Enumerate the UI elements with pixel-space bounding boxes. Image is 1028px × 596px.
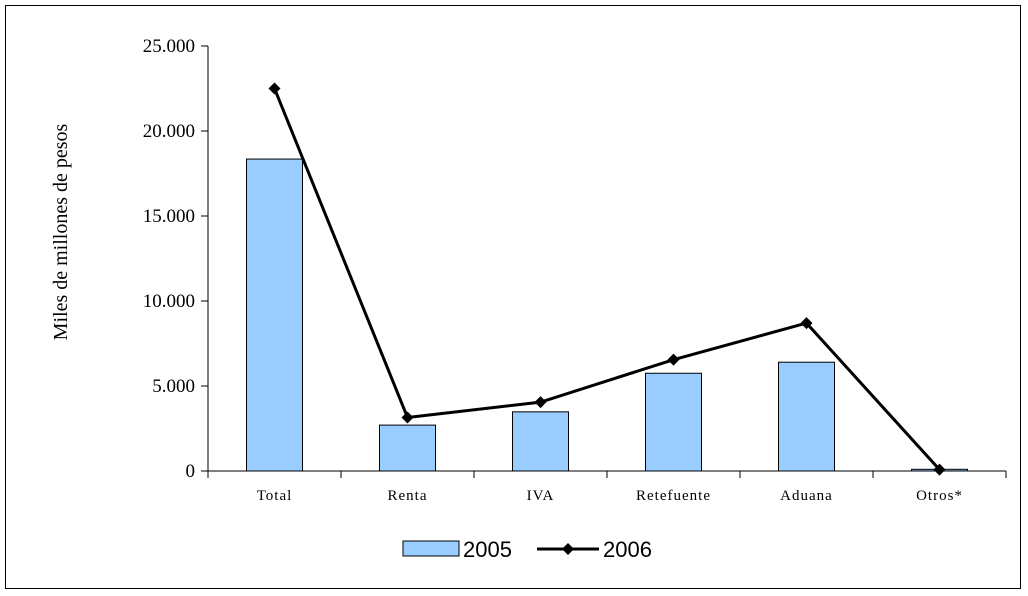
- x-category-label: Otros*: [916, 488, 963, 504]
- bar-2005: [512, 411, 569, 472]
- x-category-label: IVA: [527, 488, 555, 504]
- x-category-label: Renta: [388, 488, 428, 504]
- marker-2006: [800, 317, 813, 330]
- bar-2005: [778, 361, 835, 472]
- y-tick-label: 0: [186, 461, 196, 482]
- legend-label-2006: 2006: [603, 537, 652, 562]
- bar-2005: [379, 424, 436, 472]
- x-category-labels: Total Renta IVA Retefuente Aduana Otros*: [257, 488, 963, 504]
- bar-series-2005: [246, 158, 968, 472]
- x-category-label: Aduana: [780, 488, 833, 504]
- chart-axes: [201, 45, 1007, 478]
- chart-frame: [5, 5, 1021, 589]
- line-2006: [273, 87, 941, 471]
- marker-2006: [268, 82, 281, 95]
- marker-2006: [667, 353, 680, 366]
- y-tick-label: 10.000: [143, 291, 195, 312]
- marker-2006: [534, 396, 547, 409]
- legend: 2005 2006: [402, 537, 652, 562]
- y-tick-label: 25.000: [143, 36, 195, 57]
- y-tick-label: 20.000: [143, 121, 195, 142]
- bar-2005: [246, 158, 303, 472]
- marker-2006: [933, 463, 946, 476]
- y-tick-label: 5.000: [152, 376, 195, 397]
- marker-2006: [401, 411, 414, 424]
- line-series-2006: [268, 82, 946, 476]
- legend-marker-2006: [562, 543, 574, 555]
- y-tick-label: 15.000: [143, 206, 195, 227]
- legend-label-2005: 2005: [463, 537, 512, 562]
- x-category-label: Total: [257, 488, 293, 504]
- y-axis-title: Miles de millones de pesos: [50, 123, 72, 340]
- legend-swatch-2005: [402, 540, 460, 557]
- y-tick-labels: 0 5.000 10.000 15.000 20.000 25.000: [143, 36, 195, 482]
- bar-2005: [645, 372, 702, 472]
- x-category-label: Retefuente: [636, 488, 711, 504]
